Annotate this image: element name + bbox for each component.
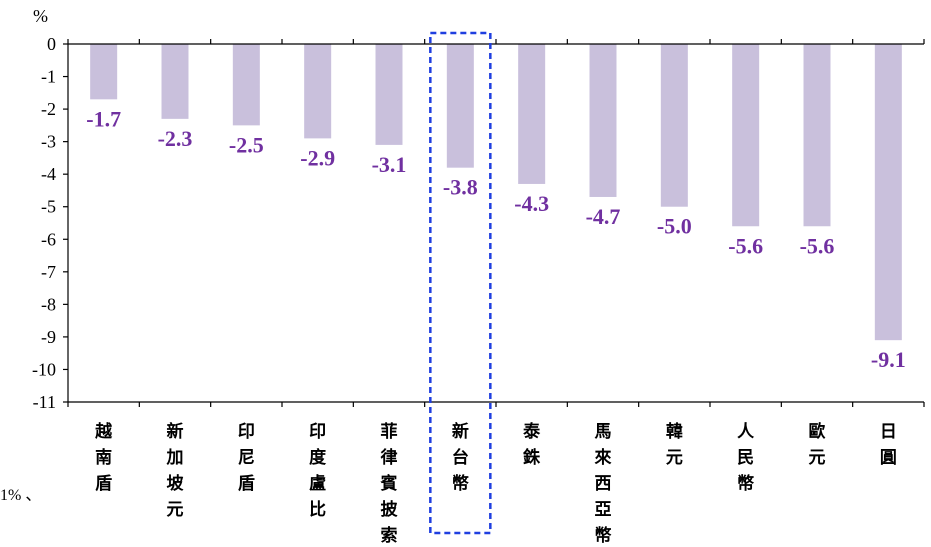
category-labels: 越南盾 新加坡元 印尼盾 印度盧比 菲律賓披索 新台幣 泰銖 馬來西亞幣 韓元 人民幣 歐元 日圓 (94, 421, 897, 546)
data-label: -4.3 (514, 191, 549, 216)
bar (232, 44, 260, 126)
y-tick-label: 0 (47, 34, 56, 54)
bar (90, 44, 118, 100)
y-axis-unit-label: % (33, 6, 48, 26)
bar (446, 44, 474, 168)
category-label: 韓元 (666, 421, 683, 468)
data-label: -2.9 (300, 145, 335, 170)
data-label: -2.5 (229, 132, 264, 157)
bar (660, 44, 688, 207)
category-label: 印度盧比 (309, 422, 327, 520)
data-label: -3.1 (372, 152, 407, 177)
category-label: 馬來西亞幣 (595, 422, 612, 546)
category-label: 新台幣 (452, 421, 469, 494)
bar (803, 44, 831, 227)
category-label: 泰銖 (523, 421, 541, 468)
bar (518, 44, 546, 184)
category-label: 人民幣 (737, 422, 755, 494)
side-note: 1% 、 (0, 487, 41, 504)
category-label: 歐元 (809, 421, 826, 468)
y-tick-label: -5 (41, 197, 56, 217)
bars (90, 44, 902, 341)
data-label: -1.7 (86, 106, 121, 131)
data-label: -2.3 (158, 126, 193, 151)
bar (589, 44, 617, 197)
data-label: -9.1 (871, 347, 906, 372)
data-label: -3.8 (443, 175, 478, 200)
y-tick-label: -7 (41, 262, 56, 282)
data-labels: -1.7 -2.3 -2.5 -2.9 -3.1 -3.8 -4.3 -4.7 -5.0 -5.6… (86, 106, 905, 372)
y-tick-label: -1 (41, 67, 56, 87)
category-label: 印尼盾 (238, 422, 255, 494)
category-label: 日圓 (880, 422, 897, 468)
y-tick-label: -11 (33, 392, 56, 412)
y-tick-label: -2 (41, 99, 56, 119)
category-label: 新加坡元 (166, 421, 184, 520)
axes (67, 39, 925, 407)
data-label: -5.6 (728, 233, 763, 258)
y-tick-label: -4 (41, 164, 56, 184)
y-tick-label: -10 (32, 359, 56, 379)
data-label: -5.6 (800, 233, 835, 258)
bar (161, 44, 189, 119)
category-label: 菲律賓披索 (380, 422, 399, 546)
bar (375, 44, 403, 145)
y-tick-label: -3 (41, 132, 56, 152)
bar (874, 44, 902, 341)
y-tick-label: -8 (41, 294, 56, 314)
y-tick-label: -9 (41, 327, 56, 347)
bar (304, 44, 332, 139)
y-axis-ticks: 0 -1 -2 -3 -4 -5 -6 -7 -8 -9 -10 -11 (32, 34, 68, 412)
category-label: 越南盾 (94, 421, 113, 494)
y-tick-label: -6 (41, 229, 56, 249)
bar (732, 44, 760, 227)
highlight-box (429, 31, 492, 535)
data-label: -5.0 (657, 214, 692, 239)
data-label: -4.7 (586, 204, 621, 229)
